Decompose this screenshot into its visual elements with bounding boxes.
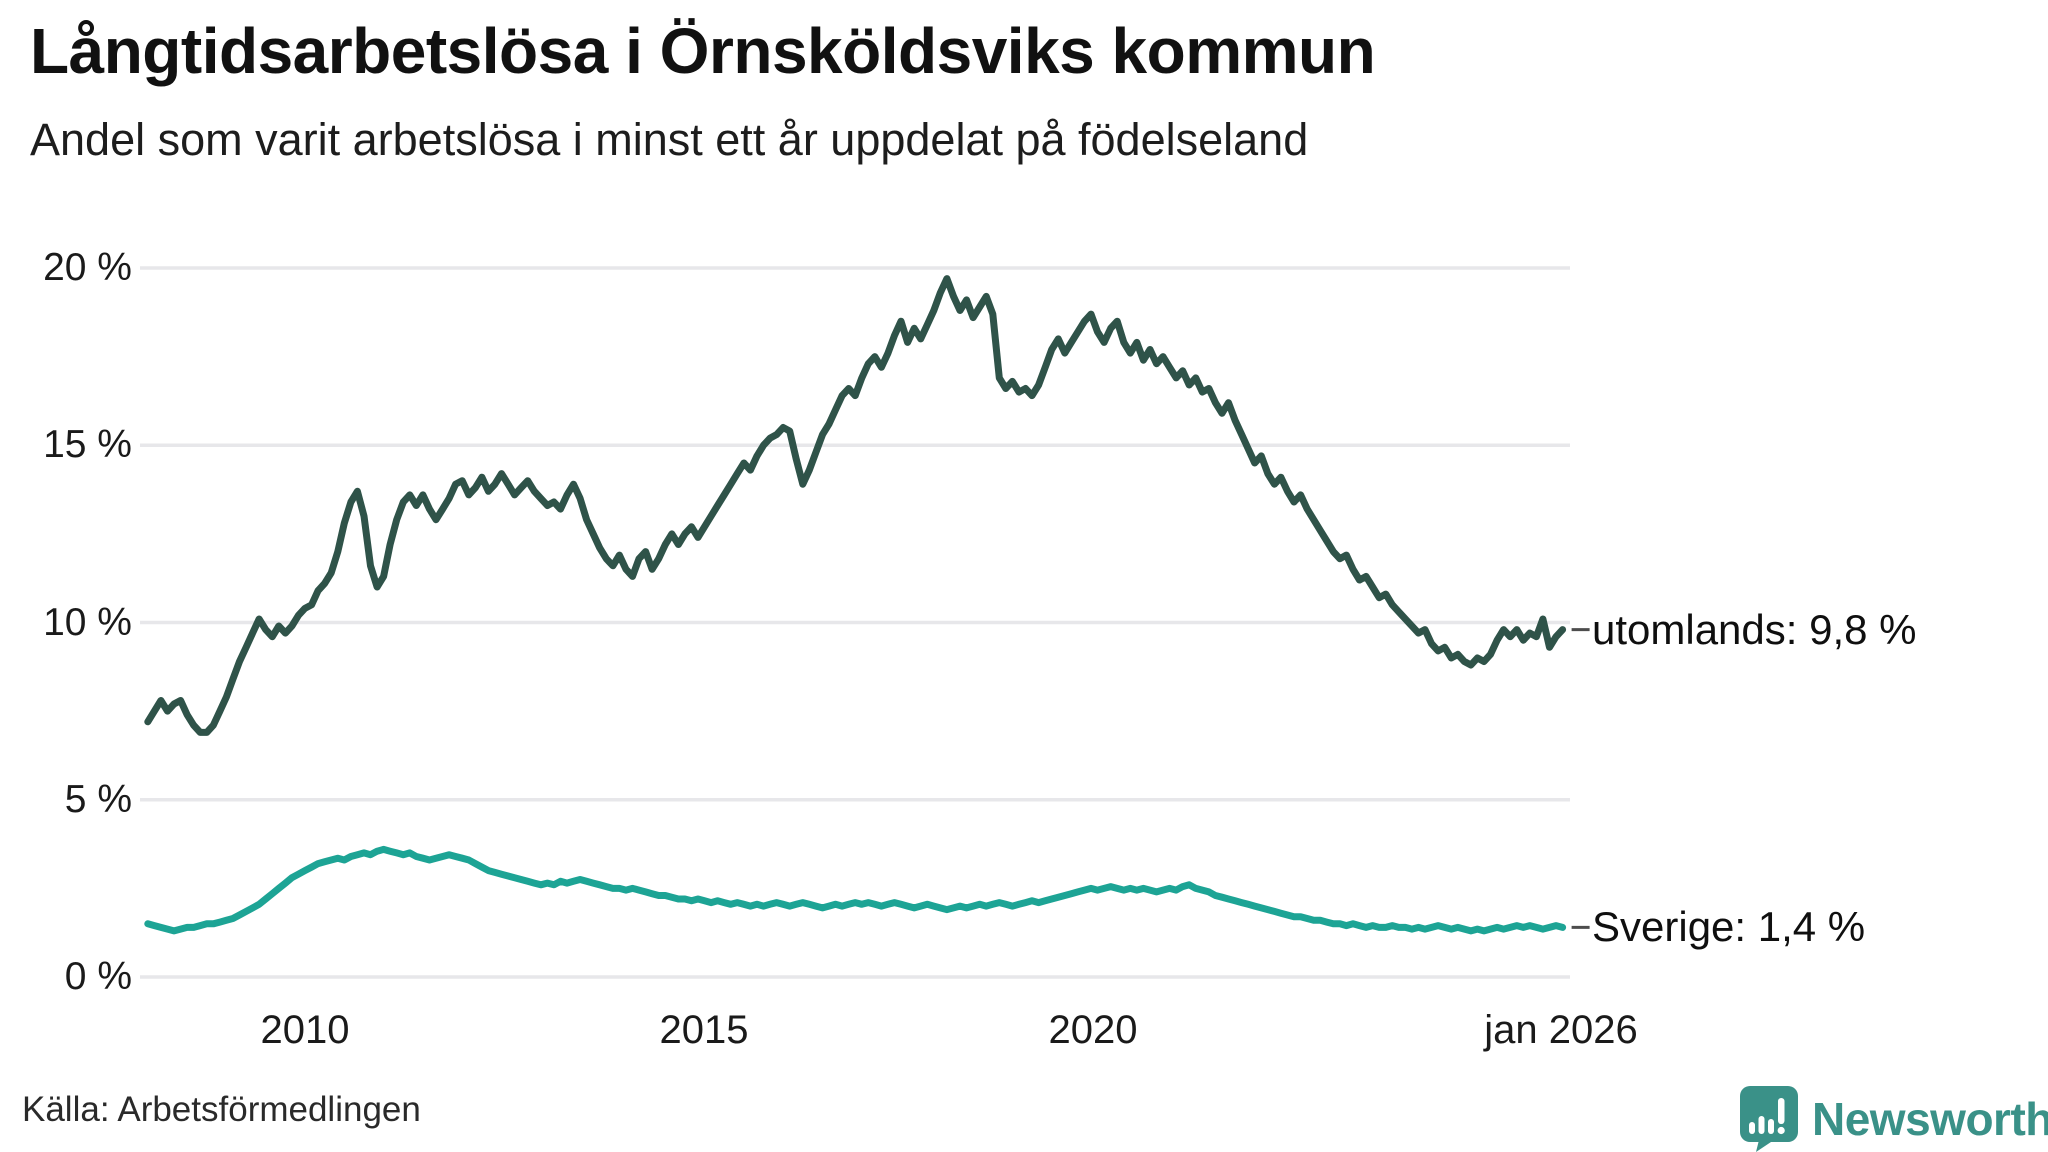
x-axis-tick-2015: 2015 [659, 1008, 749, 1052]
x-axis-tick-2020: 2020 [1048, 1008, 1138, 1052]
y-axis-tick-0: 0 % [64, 955, 132, 998]
x-axis-tick-jan-2026: jan 2026 [1484, 1008, 1638, 1052]
x-axis-tick-2010: 2010 [260, 1008, 350, 1052]
newsworthy-wordmark: Newsworthy [1812, 1093, 2048, 1145]
source-note: Källa: Arbetsförmedlingen [22, 1090, 421, 1129]
newsworthy-icon [1740, 1086, 1798, 1152]
newsworthy-logo: Newsworthy [1740, 1086, 2048, 1152]
series-label-sverige: Sverige: 1,4 % [1592, 903, 1866, 951]
chart-subtitle: Andel som varit arbetslösa i minst ett å… [30, 114, 1309, 165]
y-axis-tick-20: 20 % [43, 246, 132, 289]
series-label-utomlands: utomlands: 9,8 % [1592, 605, 1917, 653]
y-axis-tick-10: 10 % [43, 601, 132, 644]
y-axis-tick-5: 5 % [64, 778, 132, 821]
chart-title: Långtidsarbetslösa i Örnsköldsviks kommu… [30, 15, 1376, 87]
y-axis-tick-15: 15 % [43, 423, 132, 466]
